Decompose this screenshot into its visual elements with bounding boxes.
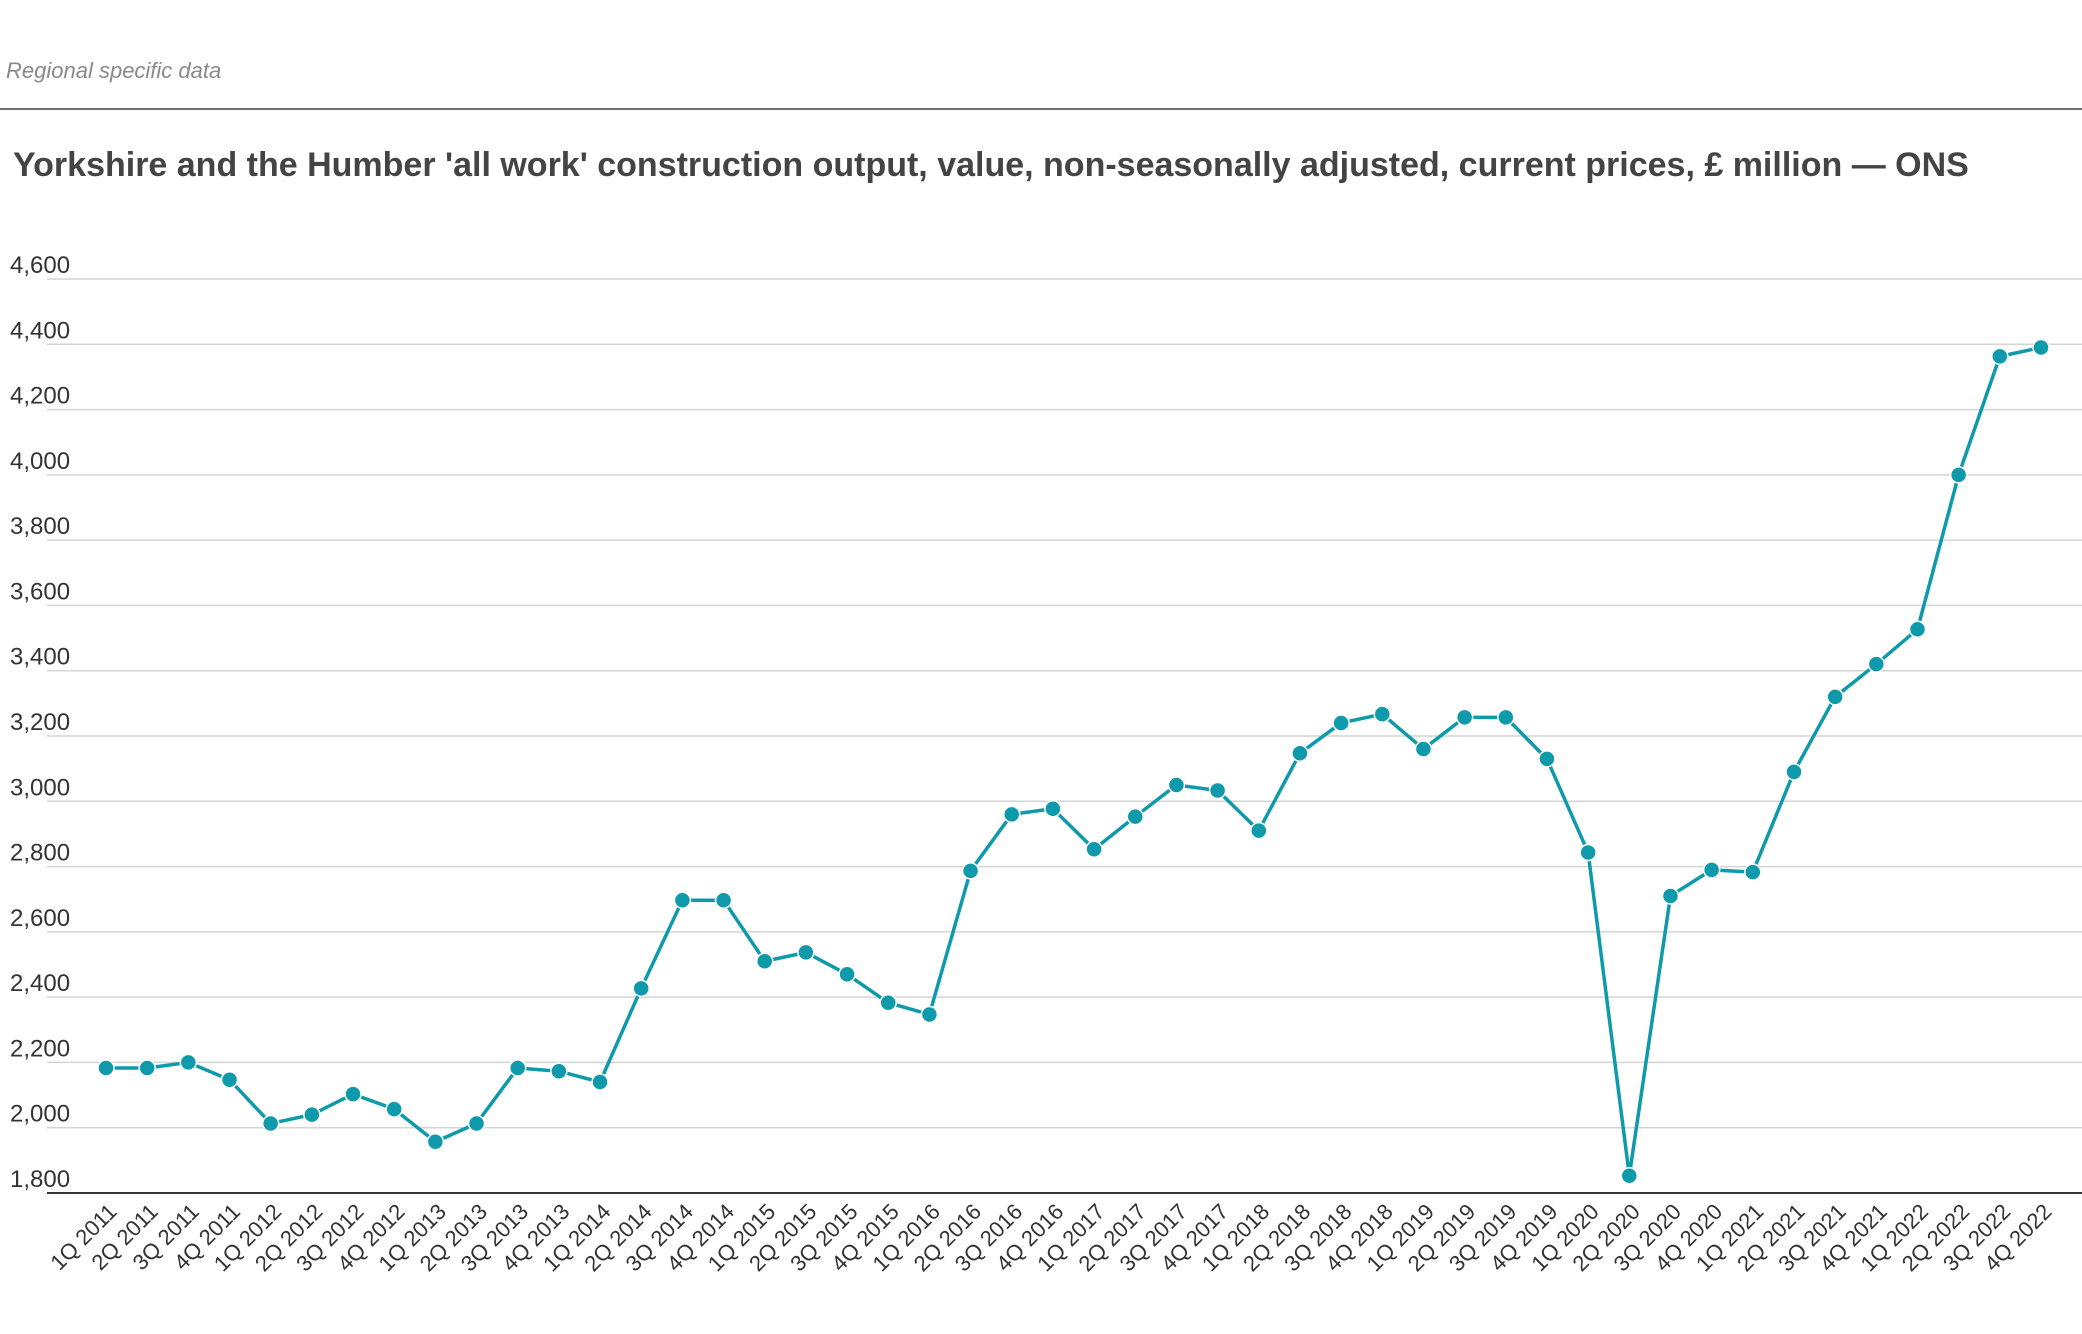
chart-title: Yorkshire and the Humber 'all work' cons… [13,146,1969,184]
data-point[interactable] [591,1073,609,1091]
y-tick-label: 2,000 [10,1101,70,1128]
data-point[interactable] [838,965,856,984]
data-series [97,338,2050,1185]
y-tick-label: 4,200 [10,383,70,410]
data-point[interactable] [1538,750,1556,768]
data-point[interactable] [261,1114,280,1133]
data-point[interactable] [1332,714,1350,732]
data-point[interactable] [1908,620,1927,639]
y-tick-label: 2,800 [10,840,70,867]
data-point[interactable] [1002,805,1021,824]
series-line [106,345,2042,1178]
data-point[interactable] [1661,887,1680,905]
data-point[interactable] [961,862,980,880]
y-tick-label: 3,400 [10,644,70,671]
data-point[interactable] [508,1059,527,1077]
data-point[interactable] [1744,863,1762,881]
data-point[interactable] [550,1062,568,1080]
data-point[interactable] [1949,466,1968,484]
data-point[interactable] [1373,705,1392,723]
data-point[interactable] [138,1059,156,1077]
data-point[interactable] [1167,776,1186,794]
data-point[interactable] [920,1005,939,1024]
data-point[interactable] [1579,843,1597,862]
data-point[interactable] [1785,763,1803,781]
data-point[interactable] [755,952,774,970]
header-divider [0,108,2082,110]
y-tick-label: 4,600 [10,252,70,279]
y-tick-label: 4,400 [10,317,70,344]
data-point[interactable] [426,1133,445,1151]
data-point[interactable] [1044,800,1062,818]
y-tick-label: 4,000 [10,448,70,475]
data-point[interactable] [1208,781,1227,800]
y-tick-label: 3,800 [10,513,70,540]
data-point[interactable] [2032,338,2050,357]
gridlines [47,278,2082,1194]
y-tick-label: 2,200 [10,1035,70,1062]
y-axis: 1,800 2,000 2,200 2,400 2,600 2,800 3,000 3,200… [10,252,70,1193]
y-tick-label: 3,600 [10,578,70,605]
data-point[interactable] [1620,1166,1639,1185]
data-point[interactable] [1291,744,1309,763]
y-tick-label: 2,600 [10,905,70,932]
y-tick-label: 2,400 [10,970,70,997]
data-point[interactable] [1991,347,2009,366]
data-point[interactable] [1414,740,1433,758]
data-point[interactable] [1826,688,1844,706]
data-point[interactable] [220,1070,239,1089]
y-tick-label: 1,800 [10,1166,70,1193]
data-point[interactable] [879,993,897,1012]
data-point[interactable] [673,891,692,909]
data-point[interactable] [1126,807,1145,826]
data-point[interactable] [797,943,815,962]
data-point[interactable] [97,1059,115,1077]
data-point[interactable] [1455,708,1474,727]
data-point[interactable] [1702,861,1721,879]
data-point[interactable] [1867,655,1886,673]
data-point[interactable] [179,1053,198,1072]
data-point[interactable] [303,1105,321,1124]
section-label: Regional specific data [6,58,222,83]
data-point[interactable] [632,979,650,998]
data-point[interactable] [385,1100,403,1118]
data-point[interactable] [714,891,733,909]
data-point[interactable] [1497,708,1515,727]
data-point[interactable] [344,1085,362,1103]
data-point[interactable] [1250,821,1268,840]
data-point[interactable] [467,1114,486,1133]
data-point[interactable] [1085,840,1103,859]
y-tick-label: 3,000 [10,774,70,801]
y-tick-label: 3,200 [10,709,70,736]
